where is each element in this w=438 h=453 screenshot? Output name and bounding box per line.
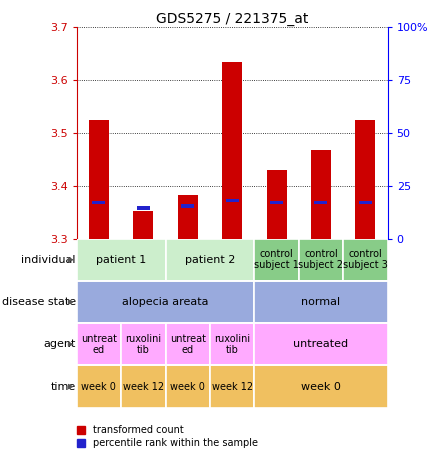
- Bar: [121, 366, 166, 408]
- Bar: [254, 366, 388, 408]
- Bar: [299, 239, 343, 281]
- Bar: [137, 206, 150, 210]
- Text: untreat
ed: untreat ed: [170, 334, 206, 355]
- Bar: [77, 281, 254, 323]
- Text: week 0: week 0: [170, 381, 205, 391]
- Text: untreated: untreated: [293, 339, 349, 349]
- Bar: [254, 239, 299, 281]
- Bar: [133, 211, 153, 239]
- Text: control
subject 2: control subject 2: [298, 249, 343, 270]
- Bar: [121, 323, 166, 366]
- Text: untreat
ed: untreat ed: [81, 334, 117, 355]
- Text: individual: individual: [21, 255, 76, 265]
- Bar: [226, 199, 239, 202]
- Bar: [222, 62, 242, 239]
- Bar: [359, 201, 372, 204]
- Text: week 0: week 0: [81, 381, 117, 391]
- Bar: [166, 239, 254, 281]
- Bar: [314, 201, 328, 204]
- Text: disease state: disease state: [2, 297, 76, 307]
- Text: control
subject 1: control subject 1: [254, 249, 299, 270]
- Bar: [270, 201, 283, 204]
- Bar: [166, 323, 210, 366]
- Bar: [267, 170, 286, 239]
- Text: time: time: [50, 381, 76, 391]
- Text: ruxolini
tib: ruxolini tib: [214, 334, 250, 355]
- Text: ruxolini
tib: ruxolini tib: [125, 334, 161, 355]
- Bar: [311, 150, 331, 239]
- Bar: [178, 195, 198, 239]
- Text: week 0: week 0: [301, 381, 341, 391]
- Bar: [355, 120, 375, 239]
- Bar: [254, 281, 388, 323]
- Bar: [254, 323, 388, 366]
- Bar: [89, 120, 109, 239]
- Text: control
subject 3: control subject 3: [343, 249, 388, 270]
- Text: week 12: week 12: [123, 381, 164, 391]
- Bar: [77, 239, 166, 281]
- Bar: [343, 239, 388, 281]
- Bar: [77, 323, 121, 366]
- Text: week 12: week 12: [212, 381, 253, 391]
- Bar: [210, 323, 254, 366]
- Bar: [77, 366, 121, 408]
- Text: agent: agent: [43, 339, 76, 349]
- Text: patient 1: patient 1: [96, 255, 146, 265]
- Bar: [181, 204, 194, 207]
- Bar: [210, 366, 254, 408]
- Text: patient 2: patient 2: [185, 255, 235, 265]
- Text: normal: normal: [301, 297, 341, 307]
- Text: alopecia areata: alopecia areata: [122, 297, 209, 307]
- Bar: [92, 201, 106, 204]
- Bar: [166, 366, 210, 408]
- Title: GDS5275 / 221375_at: GDS5275 / 221375_at: [156, 12, 308, 26]
- Legend: transformed count, percentile rank within the sample: transformed count, percentile rank withi…: [77, 425, 258, 448]
